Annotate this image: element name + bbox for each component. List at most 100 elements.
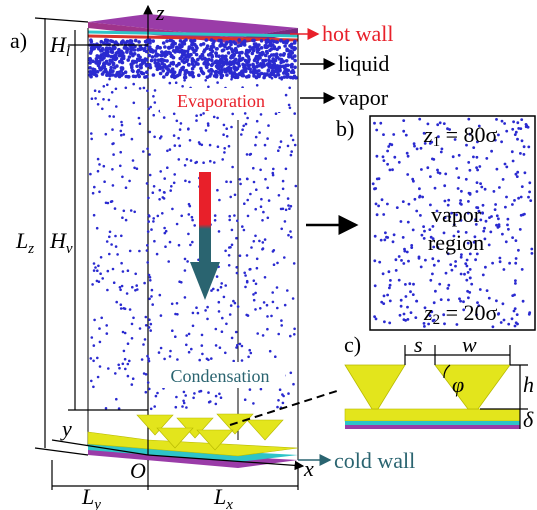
particle: [212, 45, 216, 49]
particle: [179, 69, 183, 73]
particle: [221, 317, 224, 320]
particle: [511, 294, 514, 297]
particle: [175, 48, 179, 52]
particle: [266, 315, 269, 318]
particle: [387, 145, 390, 148]
particle: [223, 124, 226, 127]
particle: [148, 360, 151, 363]
dimension-subscript: z: [27, 241, 34, 257]
particle: [429, 279, 432, 282]
particle: [105, 407, 108, 410]
particle: [108, 253, 111, 256]
particle: [516, 121, 519, 124]
particle: [94, 89, 97, 92]
particle: [104, 39, 108, 43]
particle: [283, 44, 287, 48]
particle: [207, 86, 210, 89]
particle: [149, 106, 152, 109]
particle: [145, 373, 148, 376]
particle: [171, 329, 174, 332]
particle: [148, 318, 151, 321]
particle: [244, 398, 247, 401]
particle: [399, 314, 402, 317]
particle: [188, 351, 191, 354]
particle: [514, 262, 517, 265]
particle: [117, 364, 120, 367]
particle: [201, 353, 204, 356]
particle: [514, 279, 517, 282]
particle: [110, 243, 113, 246]
particle: [209, 72, 213, 76]
particle: [126, 40, 130, 44]
particle: [408, 203, 411, 206]
particle: [145, 70, 149, 74]
particle: [98, 90, 101, 93]
dimension-subscript: y: [92, 497, 101, 510]
particle: [89, 51, 93, 55]
particle: [479, 182, 482, 185]
particle: [262, 211, 265, 214]
particle: [287, 145, 290, 148]
particle: [391, 168, 394, 171]
particle: [147, 381, 150, 384]
particle: [125, 75, 129, 79]
particle: [200, 390, 203, 393]
particle: [112, 54, 116, 58]
particle: [290, 65, 294, 69]
particle: [125, 219, 128, 222]
particle: [152, 114, 155, 117]
particle: [255, 136, 258, 139]
particle: [460, 273, 463, 276]
particle: [237, 38, 241, 42]
particle: [126, 58, 130, 62]
particle: [254, 308, 257, 311]
particle: [228, 46, 232, 50]
particle: [386, 150, 389, 153]
particle: [433, 301, 436, 304]
particle: [123, 210, 126, 213]
particle: [398, 279, 401, 282]
particle: [281, 393, 284, 396]
subscript: 2: [433, 312, 441, 328]
particle: [413, 145, 416, 148]
particle: [146, 355, 149, 358]
panel-c: c) s w φ h δ: [344, 332, 534, 432]
particle: [253, 299, 256, 302]
particle: [192, 75, 196, 79]
particle: [469, 193, 472, 196]
particle: [213, 116, 216, 119]
particle: [403, 318, 406, 321]
particle: [190, 159, 193, 162]
particle: [217, 145, 220, 148]
particle: [202, 42, 206, 46]
particle: [158, 351, 161, 354]
particle: [130, 209, 133, 212]
particle: [138, 250, 141, 253]
particle: [93, 262, 96, 265]
particle: [106, 332, 109, 335]
particle: [150, 228, 153, 231]
particle: [221, 158, 224, 161]
particle: [383, 239, 386, 242]
particle: [124, 308, 127, 311]
particle: [287, 197, 290, 200]
particle: [149, 174, 152, 177]
particle: [251, 39, 255, 43]
particle: [148, 63, 152, 67]
particle: [465, 178, 468, 181]
particle: [137, 75, 141, 79]
particle: [211, 49, 215, 53]
particle: [284, 220, 287, 223]
particle: [478, 165, 481, 168]
dimension-label: Hl: [49, 32, 70, 60]
particle: [412, 229, 415, 232]
particle: [246, 280, 249, 283]
particle: [277, 333, 280, 336]
particle: [382, 302, 385, 305]
particle: [412, 293, 415, 296]
particle: [460, 190, 463, 193]
particle: [163, 197, 166, 200]
particle: [153, 185, 156, 188]
particle: [92, 360, 95, 363]
particle: [444, 173, 447, 176]
